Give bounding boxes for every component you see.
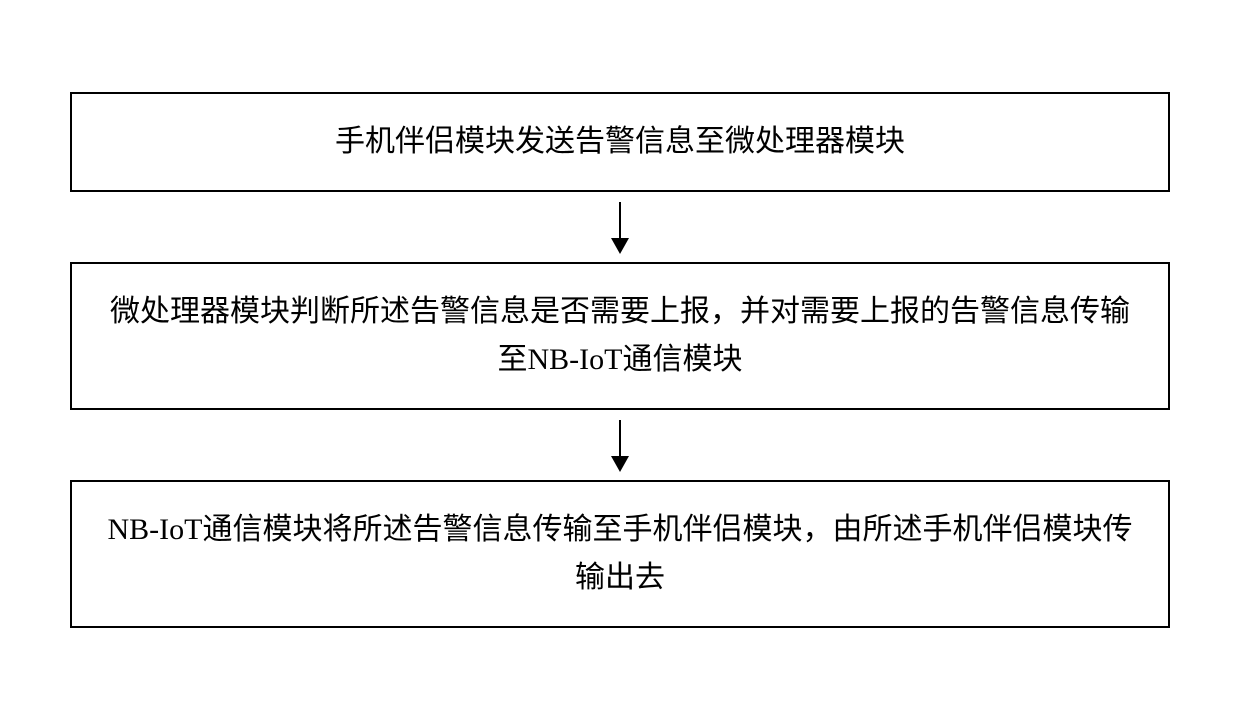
arrow-2-to-3 — [619, 410, 621, 480]
flow-step-3-text: NB-IoT通信模块将所述告警信息传输至手机伴侣模块，由所述手机伴侣模块传输出去 — [102, 506, 1138, 602]
flow-step-2: 微处理器模块判断所述告警信息是否需要上报，并对需要上报的告警信息传输至NB-Io… — [70, 262, 1170, 410]
arrow-1-to-2 — [619, 192, 621, 262]
flow-step-3: NB-IoT通信模块将所述告警信息传输至手机伴侣模块，由所述手机伴侣模块传输出去 — [70, 480, 1170, 628]
flow-step-1: 手机伴侣模块发送告警信息至微处理器模块 — [70, 92, 1170, 192]
arrow-down-icon — [619, 420, 621, 470]
flowchart-container: 手机伴侣模块发送告警信息至微处理器模块 微处理器模块判断所述告警信息是否需要上报… — [70, 92, 1170, 628]
arrow-down-icon — [619, 202, 621, 252]
flow-step-1-text: 手机伴侣模块发送告警信息至微处理器模块 — [335, 118, 905, 166]
flow-step-2-text: 微处理器模块判断所述告警信息是否需要上报，并对需要上报的告警信息传输至NB-Io… — [102, 288, 1138, 384]
